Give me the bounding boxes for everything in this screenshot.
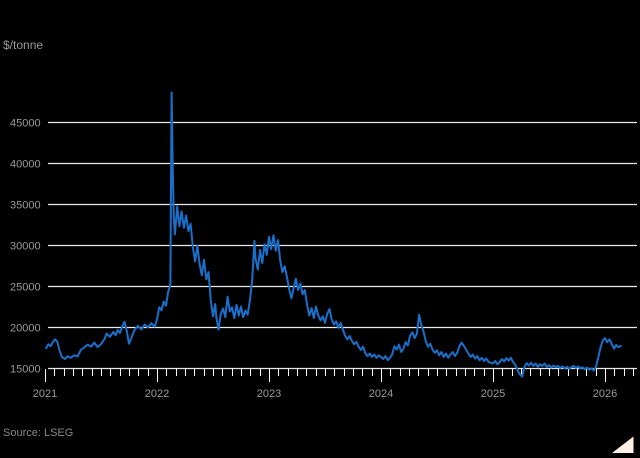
y-tick-label-30000: 30000 <box>10 241 41 253</box>
y-axis-unit-label: $/tonne <box>3 38 44 52</box>
ft-corner-logo <box>612 436 634 453</box>
y-tick-label-45000: 45000 <box>10 118 41 130</box>
x-tick-label-2026: 2026 <box>593 388 617 400</box>
source-label: Source: LSEG <box>3 427 74 439</box>
y-tick-label-20000: 20000 <box>10 323 41 335</box>
x-tick-label-2023: 2023 <box>257 388 281 400</box>
x-tick-label-2025: 2025 <box>481 388 505 400</box>
x-tick-label-2021: 2021 <box>33 388 57 400</box>
y-gridlines <box>48 121 637 370</box>
x-tick-label-2024: 2024 <box>369 388 393 400</box>
y-tick-label-25000: 25000 <box>10 282 41 294</box>
y-axis-tick-labels: 15000 20000 25000 30000 35000 40000 45000 <box>10 118 41 376</box>
y-tick-label-40000: 40000 <box>10 159 41 171</box>
y-tick-label-15000: 15000 <box>10 364 41 376</box>
y-tick-label-35000: 35000 <box>10 200 41 212</box>
corner-triangle <box>612 436 634 453</box>
x-axis-year-labels: 2021 2022 2023 2024 2025 2026 <box>33 388 617 400</box>
x-axis-ticks <box>45 369 634 382</box>
x-tick-label-2022: 2022 <box>145 388 169 400</box>
price-line <box>45 91 622 378</box>
